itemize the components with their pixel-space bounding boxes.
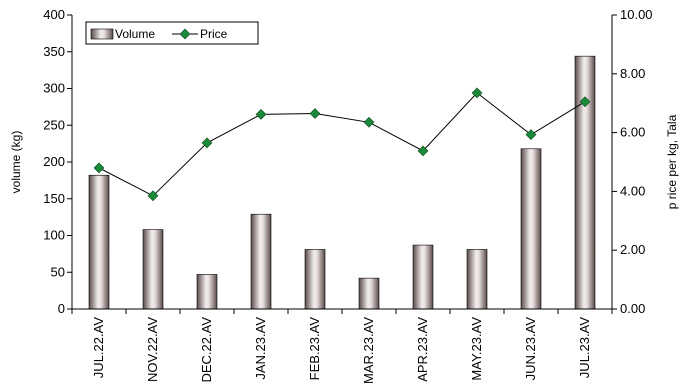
volume-bar [196, 274, 218, 310]
volume-bars [88, 55, 596, 310]
x-tick-label: JUN.23.AV [523, 317, 538, 381]
axes [67, 14, 617, 314]
y-tick-label: 150 [43, 191, 65, 206]
volume-bar [520, 148, 542, 310]
legend: Volume Price [85, 21, 259, 45]
volume-bar [358, 277, 380, 310]
y-tick-label: 100 [43, 228, 65, 243]
volume-bar [574, 55, 596, 310]
x-tick-label: JUL.22.AV [91, 317, 106, 379]
y-tick-label: 200 [43, 154, 65, 169]
legend-box [85, 21, 259, 45]
x-tick-label: DEC.22.AV [199, 317, 214, 383]
volume-bar [412, 244, 434, 310]
y-tick-label: 350 [43, 44, 65, 59]
price-marker [417, 145, 429, 157]
price-marker [471, 87, 483, 99]
x-tick-label: MAR.23.AV [361, 317, 376, 384]
y-axis-title: volume (kg) [9, 131, 23, 194]
legend-price-label: Price [200, 27, 228, 41]
price-marker [201, 137, 213, 149]
x-tick-label: NOV.22.AV [145, 317, 160, 382]
y-tick-label: 250 [43, 117, 65, 132]
tick-labels: 0 50 100 150 200 250 300 350 400 0.00 2.00 4.00 6.00… [43, 7, 652, 384]
x-tick-label: JUL.23.AV [577, 317, 592, 379]
y2-tick-label: 10.00 [620, 7, 653, 22]
price-marker [309, 108, 321, 119]
y2-tick-label: 6.00 [620, 125, 645, 140]
volume-bar [142, 229, 164, 310]
y2-axis-title: p rice per kg, Tala [665, 114, 679, 209]
volume-bar [88, 174, 110, 310]
price-marker [93, 162, 105, 174]
y-tick-label: 50 [51, 264, 65, 279]
legend-volume-label: Volume [115, 27, 155, 41]
price-marker [363, 116, 375, 128]
volume-bar [250, 213, 272, 310]
y2-tick-label: 8.00 [620, 66, 645, 81]
legend-price-marker [179, 28, 191, 40]
x-tick-label: JAN.23.AV [253, 317, 268, 380]
y2-tick-label: 4.00 [620, 183, 645, 198]
price-marker [525, 129, 537, 141]
volume-bar [304, 249, 326, 310]
y-tick-label: 400 [43, 7, 65, 22]
legend-volume-swatch [90, 28, 114, 40]
y-tick-label: 0 [58, 301, 65, 316]
price-marker [579, 96, 591, 108]
y2-tick-label: 2.00 [620, 242, 645, 257]
y2-tick-label: 0.00 [620, 301, 645, 316]
price-marker [147, 190, 159, 202]
x-tick-label: APR.23.AV [415, 317, 430, 382]
volume-bar [466, 249, 488, 310]
price-line [93, 87, 591, 202]
x-tick-label: MAY.23.AV [469, 317, 484, 381]
price-marker [255, 108, 267, 120]
price-line-path [98, 92, 586, 197]
y-tick-label: 300 [43, 81, 65, 96]
x-tick-label: FEB.23.AV [307, 317, 322, 381]
